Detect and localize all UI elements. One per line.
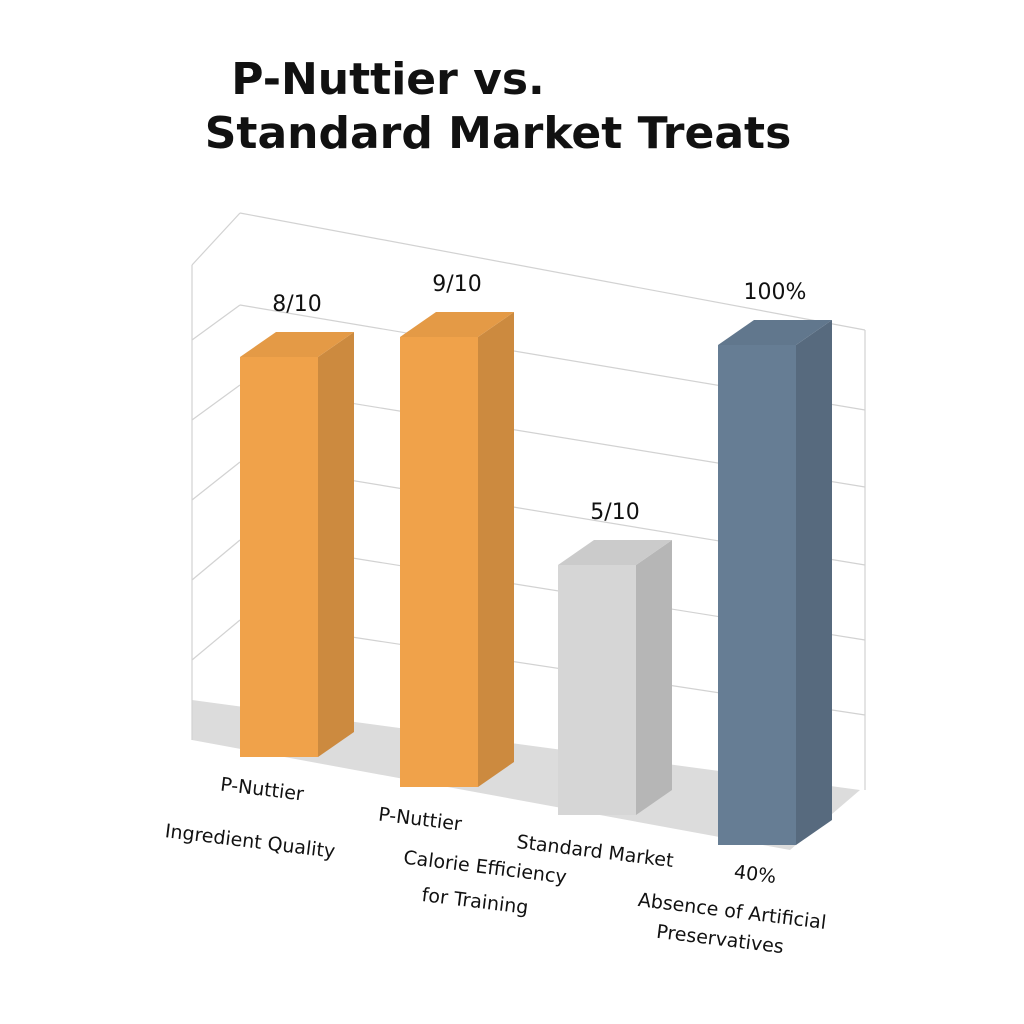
chart-title: Standard Market Treats [205, 108, 792, 159]
value-label: 100% [744, 280, 807, 305]
group-label: for Training [421, 884, 530, 919]
bar [400, 337, 478, 787]
floor [192, 700, 860, 850]
bar [558, 565, 636, 815]
bar-top [400, 312, 514, 337]
bar-top [240, 332, 354, 357]
wall-edge [191, 212, 241, 266]
grid-decor [191, 619, 241, 661]
wall-edge [239, 212, 866, 331]
x-tick-label: 40% [733, 861, 778, 888]
bar [240, 357, 318, 757]
bar-side [478, 312, 514, 787]
grid-decor [191, 539, 241, 581]
value-label: 9/10 [432, 272, 481, 297]
bar [718, 345, 796, 845]
chart-title: P-Nuttier vs. [231, 54, 544, 105]
x-tick-label: P-Nuttier [219, 773, 305, 805]
grid-decor [191, 304, 241, 341]
grid-decor [191, 384, 241, 421]
bar-side [318, 332, 354, 757]
value-label: 5/10 [590, 500, 639, 525]
bar-side [796, 320, 832, 845]
grid-decor [191, 461, 241, 501]
bar-top [558, 540, 672, 565]
bar-side [636, 540, 672, 815]
group-label: Ingredient Quality [164, 820, 337, 863]
value-label: 8/10 [272, 292, 321, 317]
bar-top [718, 320, 832, 345]
x-tick-label: P-Nuttier [377, 803, 463, 835]
